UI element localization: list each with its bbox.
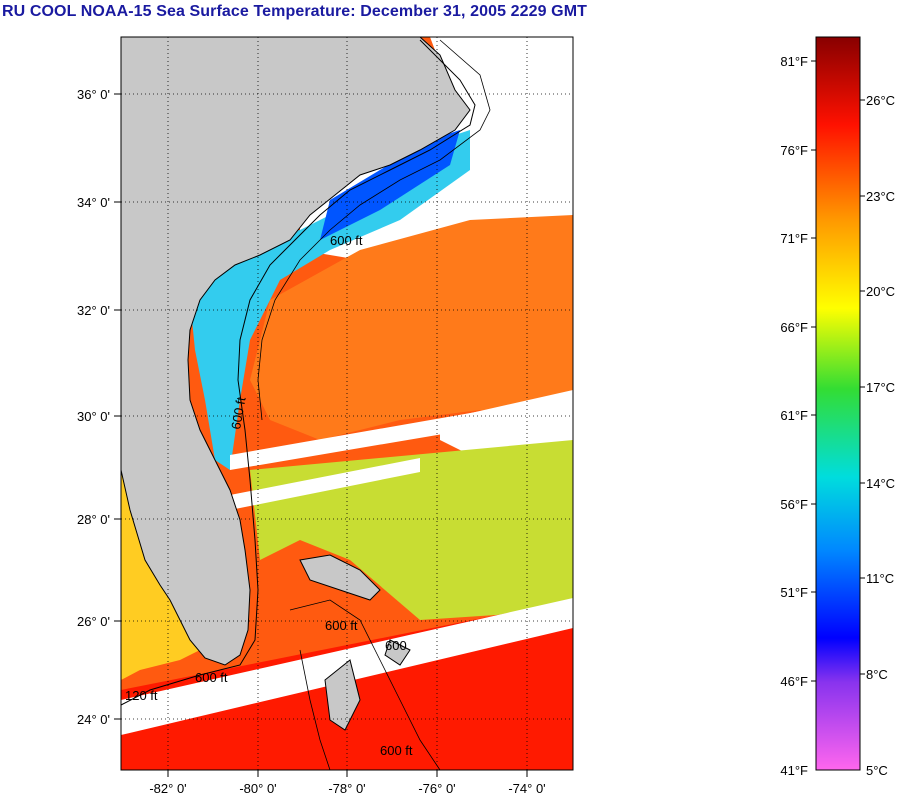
contour-label: 600 ft bbox=[330, 233, 363, 248]
colorbar-ticks bbox=[811, 60, 865, 682]
lon-label: -78° 0' bbox=[328, 781, 365, 796]
contour-label: 600 ft bbox=[228, 396, 248, 431]
colorbar-f-label: 46°F bbox=[780, 674, 808, 689]
colorbar-f-label: 71°F bbox=[780, 231, 808, 246]
contour-600ft bbox=[121, 39, 476, 706]
colorbar-f-label: 76°F bbox=[780, 143, 808, 158]
shelf-water bbox=[190, 130, 470, 470]
colorbar-f-label: 61°F bbox=[780, 408, 808, 423]
contour-label: 600 ft bbox=[325, 618, 358, 633]
colorbar-f-label: 51°F bbox=[780, 585, 808, 600]
colorbar-f-label: 41°F bbox=[780, 763, 808, 778]
colorbar-f-label: 66°F bbox=[780, 320, 808, 335]
graticule bbox=[121, 37, 573, 770]
gulf-stream bbox=[250, 215, 573, 440]
lat-label: 28° 0' bbox=[77, 512, 110, 527]
colorbar-c-label: 23°C bbox=[866, 189, 895, 204]
bahamas-islet bbox=[384, 639, 411, 666]
colorbar-c-label: 20°C bbox=[866, 284, 895, 299]
swath-gap-1 bbox=[230, 395, 573, 470]
lat-label: 32° 0' bbox=[77, 303, 110, 318]
sst-map: 600 ft 120 ft 600 ft 600 ft 600 600 ft 6… bbox=[121, 37, 573, 770]
lon-label: -80° 0' bbox=[239, 781, 276, 796]
lon-label: -74° 0' bbox=[508, 781, 545, 796]
colorbar-c-label: 14°C bbox=[866, 476, 895, 491]
colorbar-f-label: 56°F bbox=[780, 497, 808, 512]
contour-label: 600 ft bbox=[195, 670, 228, 685]
colorbar-c-label: 5°C bbox=[866, 763, 888, 778]
contour-label: 120 ft bbox=[125, 688, 158, 703]
contour-bahamas-2 bbox=[299, 649, 331, 770]
axis-ticks bbox=[114, 93, 528, 777]
land-mass bbox=[121, 37, 471, 666]
colorbar-f-label: 81°F bbox=[780, 54, 808, 69]
map-title: RU COOL NOAA-15 Sea Surface Temperature:… bbox=[2, 3, 588, 20]
colorbar-c-label: 11°C bbox=[866, 571, 894, 586]
contour-label: 600 ft bbox=[380, 743, 413, 758]
lat-label: 24° 0' bbox=[77, 712, 110, 727]
colorbar bbox=[815, 36, 861, 771]
lat-label: 34° 0' bbox=[77, 195, 110, 210]
colorbar-c-label: 26°C bbox=[866, 93, 895, 108]
contour-label: 600 bbox=[385, 638, 407, 653]
lat-label: 36° 0' bbox=[77, 87, 110, 102]
colorbar-c-label: 17°C bbox=[866, 380, 895, 395]
lat-label: 30° 0' bbox=[77, 409, 110, 424]
contour-bahamas bbox=[289, 599, 441, 770]
cold-water-north bbox=[320, 130, 460, 240]
contour-deep bbox=[257, 39, 491, 421]
lon-label: -82° 0' bbox=[149, 781, 186, 796]
andros-island bbox=[324, 659, 361, 731]
lon-label: -76° 0' bbox=[418, 781, 455, 796]
colorbar-c-label: 8°C bbox=[866, 667, 888, 682]
swath-gap-2 bbox=[230, 458, 420, 510]
lat-label: 26° 0' bbox=[77, 614, 110, 629]
bahamas-north bbox=[299, 554, 381, 601]
